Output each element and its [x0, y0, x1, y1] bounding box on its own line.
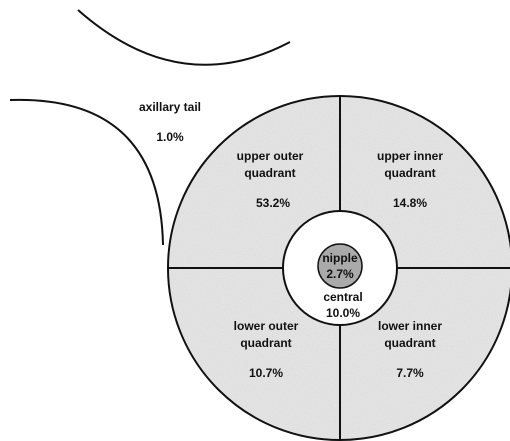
region-value: 7.7% — [396, 366, 424, 380]
region-label: quadrant — [244, 166, 295, 180]
region-label: upper inner — [377, 149, 443, 163]
region-label: nipple — [322, 251, 358, 265]
breast-quadrant-diagram: axillary tail 1.0% upper outer quadrant … — [0, 0, 510, 441]
region-value: 53.2% — [256, 196, 290, 210]
region-label: central — [323, 290, 362, 304]
region-value: 10.0% — [326, 306, 360, 320]
region-label: quadrant — [240, 336, 291, 350]
region-value: 2.7% — [326, 267, 354, 281]
region-label: upper outer — [237, 149, 304, 163]
region-value: 10.7% — [249, 366, 283, 380]
region-label: lower outer — [234, 319, 299, 333]
upper-arc — [78, 10, 290, 65]
region-label: axillary tail — [139, 100, 201, 114]
region-label: lower inner — [378, 319, 442, 333]
region-value: 14.8% — [393, 196, 427, 210]
region-value: 1.0% — [156, 130, 184, 144]
region-label: quadrant — [384, 166, 435, 180]
region-label: quadrant — [384, 336, 435, 350]
axillary-arc — [10, 100, 163, 245]
